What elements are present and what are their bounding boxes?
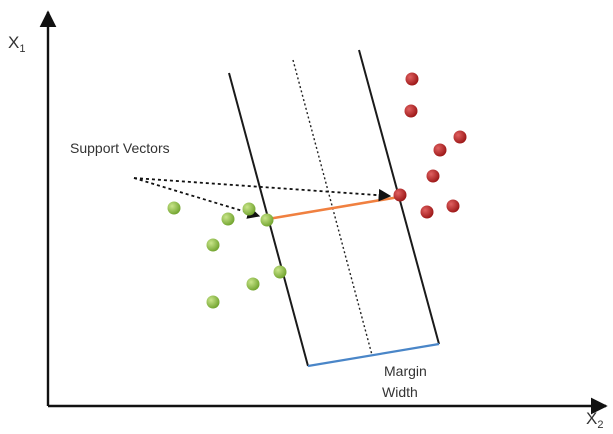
green-point: [242, 202, 256, 216]
red-point: [404, 104, 418, 118]
red-point: [453, 130, 467, 144]
y-axis-subscript: 1: [19, 43, 25, 55]
green-point: [273, 265, 287, 279]
red-point: [446, 199, 460, 213]
red-class-points: [393, 72, 467, 219]
margin-width-label-line2: Width: [382, 384, 418, 400]
y-axis-label: X1: [8, 33, 25, 55]
green-point: [167, 201, 181, 215]
x-axis-subscript: 2: [597, 419, 603, 431]
green-point: [206, 238, 220, 252]
margin-width-bar: [307, 342, 440, 368]
x-axis-letter: X: [586, 409, 597, 428]
y-axis-letter: X: [8, 33, 19, 52]
green-point: [206, 295, 220, 309]
green-class-points: [167, 201, 287, 309]
green-support-vector: [260, 213, 274, 227]
red-point: [426, 169, 440, 183]
red-support-vector: [393, 188, 407, 202]
support-vector-pointer-red: [133, 177, 392, 202]
decision-hyperplane: [292, 59, 373, 356]
green-point: [246, 277, 260, 291]
red-point: [405, 72, 419, 86]
support-vector-pointer-green: [133, 177, 261, 219]
margin-connector-line: [267, 195, 400, 221]
green-point: [221, 212, 235, 226]
support-vectors-label: Support Vectors: [70, 140, 170, 156]
x-axis-label: X2: [586, 409, 603, 431]
red-point: [420, 205, 434, 219]
margin-width-label-line1: Margin: [384, 363, 427, 379]
red-point: [433, 143, 447, 157]
